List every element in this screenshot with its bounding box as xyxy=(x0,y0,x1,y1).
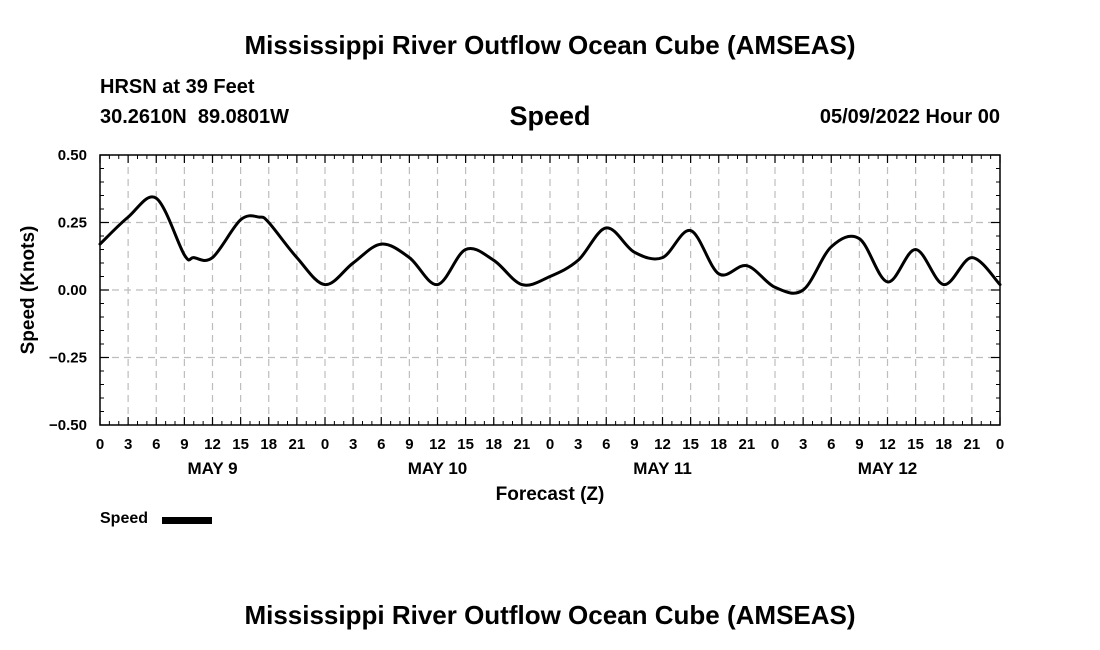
x-tick-label: 21 xyxy=(514,436,531,453)
x-tick-label: 15 xyxy=(232,436,249,453)
x-axis-title: Forecast (Z) xyxy=(496,484,605,505)
day-label: MAY 9 xyxy=(187,459,237,478)
y-tick-label: −0.50 xyxy=(49,417,87,434)
x-tick-label: 3 xyxy=(349,436,357,453)
x-tick-label: 15 xyxy=(682,436,699,453)
x-tick-label: 3 xyxy=(799,436,807,453)
legend-line-swatch xyxy=(162,517,212,524)
y-tick-label: −0.25 xyxy=(49,350,87,367)
x-tick-label: 3 xyxy=(574,436,582,453)
x-tick-label: 9 xyxy=(630,436,638,453)
x-tick-label: 18 xyxy=(485,436,502,453)
x-tick-label: 3 xyxy=(124,436,132,453)
x-tick-label: 21 xyxy=(964,436,981,453)
y-tick-label: 0.25 xyxy=(58,215,87,232)
speed-series-line xyxy=(98,195,1002,295)
x-tick-label: 0 xyxy=(771,436,779,453)
x-tick-label: 12 xyxy=(204,436,221,453)
x-tick-label: 18 xyxy=(260,436,277,453)
x-tick-label: 6 xyxy=(827,436,835,453)
x-tick-label: 0 xyxy=(996,436,1004,453)
plot-title: Speed xyxy=(509,101,591,131)
y-axis-title: Speed (Knots) xyxy=(18,226,39,355)
day-label: MAY 12 xyxy=(858,459,918,478)
x-tick-label: 0 xyxy=(546,436,554,453)
x-tick-label: 9 xyxy=(180,436,188,453)
station-label: HRSN at 39 Feet xyxy=(100,76,255,98)
bottom-title: Mississippi River Outflow Ocean Cube (AM… xyxy=(244,600,856,630)
x-tick-label: 21 xyxy=(289,436,306,453)
day-label: MAY 11 xyxy=(633,459,692,478)
x-tick-label: 15 xyxy=(907,436,924,453)
y-tick-label: 0.00 xyxy=(58,282,87,299)
x-tick-label: 21 xyxy=(739,436,756,453)
speed-chart: 0 3 6 9 12 15 18 21 0 3 6 9 12 15 18 21 0 3 6 9 12 15 18 21 0 3 6 9… xyxy=(18,147,1004,505)
x-tick-label: 0 xyxy=(321,436,329,453)
x-tick-label: 12 xyxy=(429,436,446,453)
x-tick-label: 6 xyxy=(602,436,610,453)
x-tick-label: 6 xyxy=(377,436,385,453)
day-label: MAY 10 xyxy=(408,459,468,478)
y-tick-label: 0.50 xyxy=(58,147,87,164)
legend-label: Speed xyxy=(100,510,149,527)
x-tick-label: 15 xyxy=(457,436,474,453)
axis-ticks xyxy=(99,154,1001,426)
x-tick-label: 12 xyxy=(654,436,671,453)
run-time-label: 05/09/2022 Hour 00 xyxy=(819,106,1000,128)
coordinates-label: 30.2610N 89.0801W xyxy=(100,106,290,128)
axis-labels: 0 3 6 9 12 15 18 21 0 3 6 9 12 15 18 21 0 3 6 9 12 15 18 21 0 3 6 9… xyxy=(49,147,1004,478)
x-tick-label: 12 xyxy=(879,436,896,453)
x-tick-label: 6 xyxy=(152,436,160,453)
page-title: Mississippi River Outflow Ocean Cube (AM… xyxy=(244,30,856,60)
grid-lines xyxy=(100,155,1000,425)
x-tick-label: 9 xyxy=(405,436,413,453)
x-tick-label: 0 xyxy=(96,436,104,453)
x-tick-label: 18 xyxy=(710,436,727,453)
x-tick-label: 18 xyxy=(935,436,952,453)
x-tick-label: 9 xyxy=(855,436,863,453)
